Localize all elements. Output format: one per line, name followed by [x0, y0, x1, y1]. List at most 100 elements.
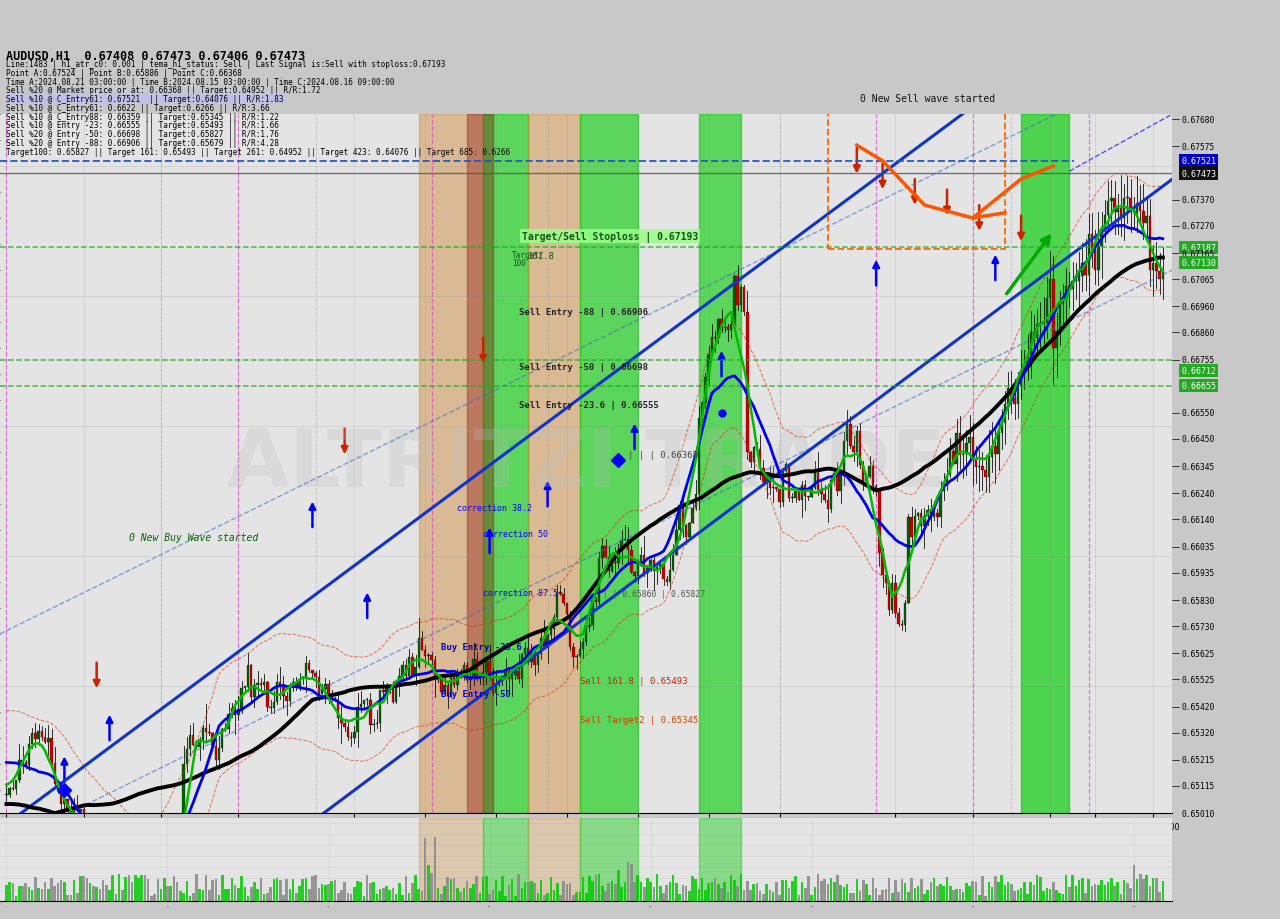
Bar: [388, 891, 392, 901]
Bar: [1142, 879, 1144, 901]
Bar: [289, 688, 291, 701]
Bar: [1152, 878, 1155, 901]
Bar: [308, 663, 311, 671]
Bar: [9, 882, 12, 901]
Bar: [521, 888, 524, 901]
Bar: [456, 673, 458, 685]
Bar: [1129, 199, 1132, 210]
Bar: [585, 628, 588, 642]
Bar: [379, 690, 381, 723]
Bar: [1155, 264, 1157, 272]
Bar: [466, 881, 468, 901]
Bar: [836, 473, 838, 492]
Bar: [929, 881, 932, 901]
Bar: [1039, 877, 1042, 901]
Bar: [488, 893, 492, 901]
Text: Sell Entry -50 | 0.66698: Sell Entry -50 | 0.66698: [518, 362, 648, 371]
Bar: [952, 890, 955, 901]
Bar: [73, 809, 76, 828]
Bar: [698, 890, 700, 901]
Bar: [224, 889, 227, 901]
Bar: [241, 687, 243, 709]
Bar: [192, 893, 195, 901]
Bar: [662, 564, 664, 580]
Bar: [1014, 891, 1016, 901]
Bar: [515, 896, 517, 901]
Bar: [942, 487, 945, 492]
Text: Sell Entry -88 | 0.66906: Sell Entry -88 | 0.66906: [518, 308, 648, 317]
Text: 0.67521: 0.67521: [1181, 157, 1216, 165]
Bar: [337, 701, 339, 719]
Bar: [568, 882, 571, 901]
Bar: [434, 837, 436, 901]
Bar: [965, 882, 968, 901]
Bar: [421, 638, 424, 650]
Bar: [655, 874, 658, 901]
Bar: [9, 789, 12, 795]
Bar: [349, 894, 352, 901]
Bar: [781, 879, 785, 901]
Bar: [517, 671, 520, 680]
Bar: [740, 288, 742, 306]
Bar: [173, 876, 175, 901]
Bar: [1116, 209, 1119, 213]
Bar: [356, 708, 358, 732]
Bar: [317, 677, 320, 695]
Bar: [28, 743, 31, 765]
Bar: [515, 671, 517, 675]
Bar: [888, 584, 891, 610]
Bar: [404, 876, 407, 901]
Text: 0.66960: 0.66960: [1181, 302, 1215, 312]
Bar: [910, 879, 913, 901]
Bar: [311, 671, 314, 674]
Bar: [105, 885, 108, 901]
Bar: [699, 818, 741, 901]
Bar: [41, 732, 44, 737]
Bar: [18, 886, 20, 901]
Bar: [627, 539, 630, 550]
Bar: [749, 890, 751, 901]
Bar: [736, 277, 739, 306]
Bar: [1016, 387, 1019, 404]
Bar: [404, 665, 407, 676]
Bar: [105, 851, 108, 858]
Bar: [575, 892, 577, 901]
Bar: [511, 675, 513, 679]
Bar: [972, 437, 974, 460]
Bar: [449, 879, 452, 901]
Bar: [24, 883, 27, 901]
Bar: [434, 661, 436, 680]
Bar: [266, 893, 269, 901]
Bar: [991, 447, 993, 457]
Bar: [524, 648, 526, 654]
Bar: [589, 625, 590, 628]
Bar: [147, 874, 150, 878]
Bar: [154, 896, 156, 904]
Bar: [623, 882, 626, 901]
Bar: [997, 882, 1000, 901]
Bar: [137, 876, 140, 886]
Bar: [868, 895, 870, 901]
Bar: [360, 704, 362, 708]
Bar: [874, 888, 877, 901]
Bar: [640, 881, 643, 901]
Bar: [1065, 287, 1068, 301]
Bar: [1001, 875, 1004, 901]
Bar: [1007, 881, 1010, 901]
Bar: [175, 913, 178, 919]
Bar: [337, 892, 339, 901]
Bar: [218, 749, 220, 761]
Bar: [872, 467, 874, 487]
Bar: [315, 674, 317, 677]
Bar: [852, 447, 855, 453]
Bar: [1116, 881, 1119, 901]
Bar: [415, 667, 417, 675]
Bar: [765, 884, 768, 901]
Bar: [753, 884, 755, 901]
Bar: [1133, 865, 1135, 901]
Text: 0.66035: 0.66035: [1181, 543, 1215, 551]
Bar: [483, 672, 484, 676]
Bar: [598, 874, 600, 901]
Bar: [128, 847, 131, 872]
Bar: [604, 546, 607, 557]
